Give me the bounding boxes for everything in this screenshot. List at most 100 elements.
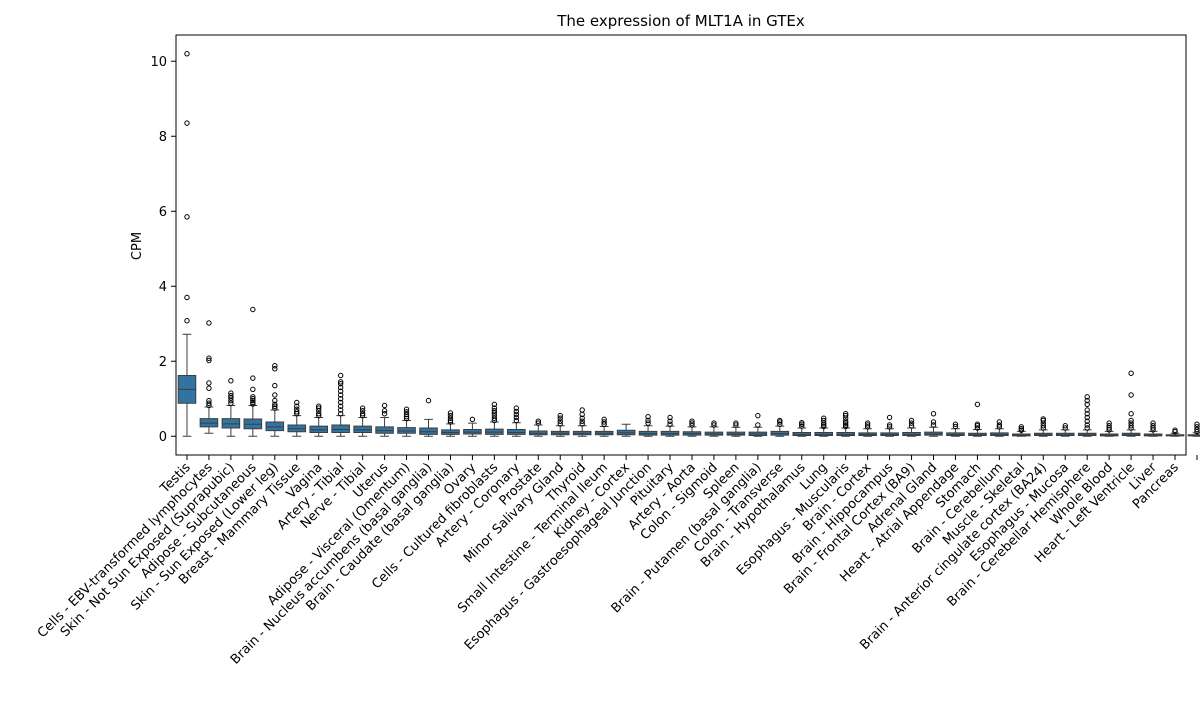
outlier-point: [403, 409, 410, 415]
outlier-point: [513, 414, 520, 421]
outlier-point: [294, 399, 300, 406]
outlier-point: [491, 401, 498, 408]
outlier-point: [206, 385, 212, 391]
outlier-point: [842, 412, 849, 419]
outlier-point: [447, 412, 454, 419]
outlier-point: [777, 421, 783, 427]
outlier-point: [294, 406, 300, 412]
outlier-point: [337, 403, 344, 409]
outlier-point: [184, 51, 190, 57]
outlier-point: [667, 418, 673, 424]
outlier-point: [755, 412, 761, 419]
outlier-point: [535, 418, 541, 424]
outlier-point: [1084, 397, 1090, 404]
outlier-point: [908, 417, 915, 424]
outlier-point: [755, 422, 761, 428]
outlier-point: [1040, 423, 1046, 429]
outlier-point: [447, 410, 454, 416]
outlier-point: [381, 411, 388, 417]
outlier-point: [579, 407, 585, 413]
outlier-point: [1194, 426, 1200, 433]
outlier-point: [689, 422, 695, 428]
box: [397, 427, 416, 434]
outlier-point: [579, 415, 585, 421]
outlier-point: [886, 424, 893, 430]
outlier-point: [491, 415, 498, 421]
outlier-point: [206, 380, 212, 386]
outlier-point: [1128, 392, 1134, 398]
outlier-point: [557, 421, 563, 427]
outlier-point: [316, 403, 322, 409]
outlier-point: [1128, 417, 1134, 424]
outlier-point: [294, 409, 300, 415]
outlier-point: [403, 411, 410, 418]
outlier-point: [952, 421, 959, 427]
outlier-point: [206, 397, 212, 404]
outlier-point: [579, 421, 585, 427]
outlier-point: [1062, 425, 1068, 431]
box: [353, 425, 372, 433]
outlier-point: [491, 408, 498, 414]
outlier-point: [206, 400, 212, 406]
outlier-point: [1128, 420, 1134, 426]
y-tick-label: 0: [159, 430, 167, 445]
outlier-point: [908, 423, 915, 429]
outlier-point: [359, 411, 366, 417]
y-tick-label: 10: [150, 55, 167, 70]
box: [507, 429, 526, 435]
outlier-point: [1018, 426, 1025, 432]
outlier-point: [491, 405, 498, 411]
outlier-point: [272, 363, 278, 369]
outlier-point: [337, 381, 344, 387]
outlier-point: [645, 420, 651, 426]
outlier-point: [1128, 423, 1134, 429]
outlier-point: [579, 418, 585, 424]
outlier-point: [184, 120, 190, 126]
outlier-point: [513, 408, 520, 415]
outlier-point: [272, 403, 278, 409]
outlier-point: [1084, 418, 1090, 424]
outlier-point: [250, 397, 256, 404]
outlier-point: [469, 416, 476, 423]
outlier-point: [184, 294, 190, 301]
outlier-point: [425, 397, 432, 404]
outlier-point: [359, 408, 366, 414]
outlier-point: [228, 393, 234, 399]
outlier-point: [337, 384, 344, 391]
outlier-point: [1172, 427, 1178, 433]
outlier-point: [1128, 370, 1134, 376]
outlier-point: [1018, 424, 1025, 430]
outlier-point: [206, 357, 212, 364]
outlier-point: [1084, 394, 1090, 400]
outlier-point: [272, 397, 278, 404]
outlier-point: [689, 420, 695, 426]
outlier-point: [930, 419, 937, 425]
outlier-point: [777, 417, 783, 424]
box: [419, 427, 438, 435]
outlier-point: [974, 421, 981, 427]
box: [309, 425, 329, 433]
y-tick-label: 4: [159, 280, 167, 295]
plot-frame: [175, 34, 1187, 456]
outlier-point: [821, 417, 827, 424]
outlier-point: [272, 405, 278, 411]
outlier-point: [711, 420, 717, 426]
y-tick-label: 2: [159, 355, 167, 370]
outlier-point: [1062, 423, 1068, 429]
outlier-point: [250, 306, 256, 313]
outlier-point: [206, 320, 212, 326]
outlier-point: [337, 372, 344, 379]
box: [331, 424, 350, 433]
outlier-point: [1194, 421, 1200, 427]
outlier-point: [1106, 423, 1112, 429]
outlier-point: [1084, 422, 1090, 428]
outlier-point: [316, 411, 322, 417]
outlier-point: [799, 420, 805, 426]
y-tick-label: 6: [159, 205, 167, 220]
outlier-point: [689, 418, 695, 424]
outlier-point: [601, 419, 607, 425]
outlier-point: [535, 420, 541, 426]
outlier-point: [513, 411, 520, 418]
outlier-point: [645, 417, 651, 424]
